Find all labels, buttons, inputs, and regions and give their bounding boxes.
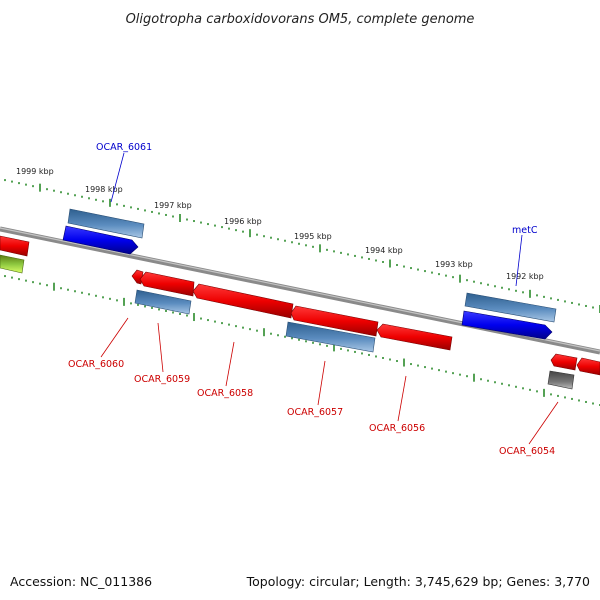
gene-label-ocar-6059[interactable]: OCAR_6059 [134, 374, 190, 385]
tick-label-1995: 1995 kbp [294, 232, 332, 241]
cds-ocar-6054[interactable] [550, 353, 578, 371]
tick-label-1997: 1997 kbp [154, 201, 192, 210]
tick-label-1993: 1993 kbp [435, 260, 473, 269]
cds-ocar-6057[interactable] [290, 305, 379, 337]
reverse-strand-features [0, 235, 600, 390]
gene-label-ocar-6056[interactable]: OCAR_6056 [369, 423, 425, 434]
gene-box-ocar-6061[interactable] [67, 208, 145, 239]
cds-ocar-6058[interactable] [192, 283, 294, 319]
gene-label-ocar-6058[interactable]: OCAR_6058 [197, 388, 253, 399]
gene-box-left-partial[interactable] [0, 254, 25, 274]
genome-backbone [0, 226, 600, 355]
cds-metc[interactable] [461, 310, 553, 340]
gene-label-metc[interactable]: metC [512, 225, 538, 236]
accession-text: Accession: NC_011386 [10, 574, 153, 589]
tick-label-1998: 1998 kbp [85, 185, 123, 194]
cds-left-partial[interactable] [0, 235, 30, 257]
tick-label-1996: 1996 kbp [224, 217, 262, 226]
cds-ocar-6056[interactable] [376, 323, 453, 351]
cds-ocar-6059[interactable] [139, 271, 195, 297]
cds-ocar-6060[interactable] [131, 269, 144, 285]
gene-box-metc[interactable] [464, 292, 557, 323]
map-title: Oligotropha carboxidovorans OM5, complet… [126, 12, 475, 27]
pseudo-ocar-6054[interactable] [547, 370, 575, 390]
upper-tick-row [4, 179, 600, 313]
genome-summary-text: Topology: circular; Length: 3,745,629 bp… [246, 574, 590, 589]
gene-box-ocar-6057[interactable] [285, 321, 376, 353]
tick-label-1992: 1992 kbp [506, 272, 544, 281]
gene-label-ocar-6061[interactable]: OCAR_6061 [96, 142, 152, 153]
gene-label-ocar-6057[interactable]: OCAR_6057 [287, 407, 343, 418]
label-leaders [100, 152, 559, 445]
cds-right-partial[interactable] [576, 357, 600, 376]
tick-labels: 1999 kbp 1998 kbp 1997 kbp 1996 kbp 1995… [16, 167, 544, 281]
tick-label-1994: 1994 kbp [365, 246, 403, 255]
gene-label-ocar-6060[interactable]: OCAR_6060 [68, 359, 124, 370]
cds-ocar-6061[interactable] [62, 225, 139, 255]
lower-tick-row [4, 275, 600, 406]
gene-label-ocar-6054[interactable]: OCAR_6054 [499, 446, 555, 457]
gene-labels: OCAR_6061 metC OCAR_6060 OCAR_6059 OCAR_… [68, 142, 555, 457]
tick-label-1999: 1999 kbp [16, 167, 54, 176]
gene-box-ocar-6059[interactable] [134, 289, 192, 315]
forward-strand-features [62, 208, 557, 340]
